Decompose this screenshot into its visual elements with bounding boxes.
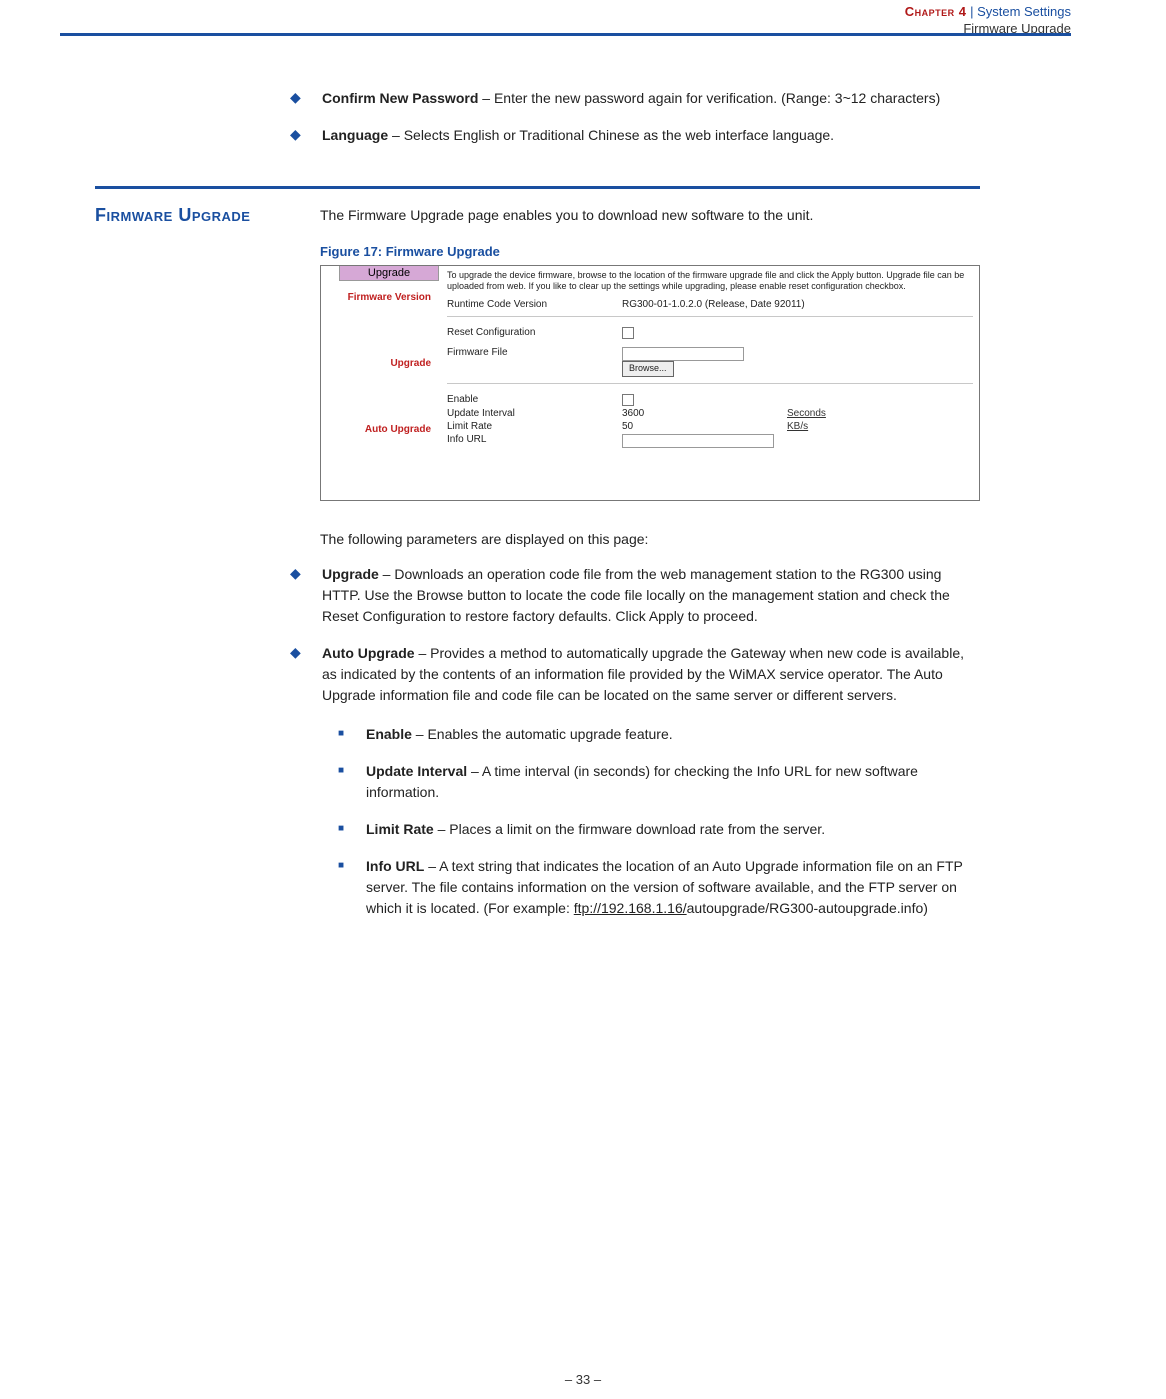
list-item: Auto Upgrade – Provides a method to auto… (322, 643, 980, 706)
term: Language (322, 127, 388, 143)
square-bullet-icon: ■ (338, 761, 348, 780)
ss-divider (447, 316, 973, 317)
term: Upgrade (322, 566, 379, 582)
section-heading: Firmware Upgrade (95, 205, 320, 226)
figure-caption: Figure 17: Firmware Upgrade (320, 244, 980, 259)
list-item: Update Interval – A time interval (in se… (366, 761, 980, 803)
list-item: Upgrade – Downloads an operation code fi… (322, 564, 980, 627)
sub-bullet-list: ■ Enable – Enables the automatic upgrade… (320, 724, 980, 919)
term: Update Interval (366, 763, 467, 779)
example-url: ftp://192.168.1.16/ (574, 900, 687, 916)
ss-rate-label: Limit Rate (447, 421, 622, 432)
section-rule (95, 186, 980, 189)
ss-interval-unit: Seconds (787, 408, 826, 419)
term-desc: – Enter the new password again for verif… (478, 90, 940, 106)
term: Info URL (366, 858, 424, 874)
ss-file-input (622, 347, 744, 361)
header-rule (60, 33, 1071, 36)
page: Chapter 4 | System Settings Firmware Upg… (0, 0, 1166, 1399)
top-bullet-list: ◆ Confirm New Password – Enter the new p… (320, 88, 980, 146)
ss-enable-label: Enable (447, 394, 622, 406)
ss-note: To upgrade the device firmware, browse t… (447, 270, 973, 293)
ss-interval-label: Update Interval (447, 408, 622, 419)
list-item: Info URL – A text string that indicates … (366, 856, 980, 919)
firmware-upgrade-screenshot: Upgrade Firmware Version Upgrade Auto Up… (320, 265, 980, 501)
term-desc-post: autoupgrade/RG300-autoupgrade.info) (687, 900, 928, 916)
diamond-bullet-icon: ◆ (290, 125, 304, 145)
section-intro: The Firmware Upgrade page enables you to… (320, 205, 980, 226)
ss-reset-label: Reset Configuration (447, 327, 622, 339)
ss-tab: Upgrade (339, 266, 439, 281)
param-bullet-list: ◆ Upgrade – Downloads an operation code … (320, 564, 980, 706)
ss-url-label: Info URL (447, 434, 622, 448)
ss-enable-checkbox (622, 394, 634, 406)
diamond-bullet-icon: ◆ (290, 564, 304, 584)
ss-divider (447, 383, 973, 384)
term-desc: – Provides a method to automatically upg… (322, 645, 964, 703)
term-desc: – Enables the automatic upgrade feature. (412, 726, 673, 742)
page-number: – 33 – (0, 1372, 1166, 1387)
square-bullet-icon: ■ (338, 724, 348, 743)
square-bullet-icon: ■ (338, 856, 348, 875)
list-item: Limit Rate – Places a limit on the firmw… (366, 819, 980, 840)
list-item: Language – Selects English or Traditiona… (322, 125, 980, 146)
list-item: Confirm New Password – Enter the new pas… (322, 88, 980, 109)
ss-file-label: Firmware File (447, 347, 622, 377)
list-item: Enable – Enables the automatic upgrade f… (366, 724, 980, 745)
term: Auto Upgrade (322, 645, 415, 661)
ss-runtime-label: Runtime Code Version (447, 299, 622, 310)
ss-url-input (622, 434, 774, 448)
diamond-bullet-icon: ◆ (290, 643, 304, 663)
ss-interval-value: 3600 (622, 408, 787, 419)
term-desc: – Downloads an operation code file from … (322, 566, 950, 624)
term-desc: – Selects English or Traditional Chinese… (388, 127, 834, 143)
term: Enable (366, 726, 412, 742)
ss-rate-unit: KB/s (787, 421, 808, 432)
chapter-title: System Settings (977, 4, 1071, 19)
ss-left-label-upgrade: Upgrade (390, 358, 431, 369)
square-bullet-icon: ■ (338, 819, 348, 838)
term-desc: – Places a limit on the firmware downloa… (434, 821, 825, 837)
chapter-label: Chapter 4 (905, 4, 967, 19)
ss-rate-value: 50 (622, 421, 787, 432)
ss-left-label-fw: Firmware Version (348, 292, 431, 303)
term: Confirm New Password (322, 90, 478, 106)
term: Limit Rate (366, 821, 434, 837)
header-separator: | (966, 4, 977, 19)
ss-runtime-value: RG300-01-1.0.2.0 (Release, Date 92011) (622, 299, 805, 310)
ss-left-label-auto: Auto Upgrade (365, 424, 431, 435)
diamond-bullet-icon: ◆ (290, 88, 304, 108)
ss-reset-checkbox (622, 327, 634, 339)
content: ◆ Confirm New Password – Enter the new p… (95, 88, 980, 935)
params-intro: The following parameters are displayed o… (320, 529, 980, 550)
ss-browse-button: Browse... (622, 361, 674, 377)
